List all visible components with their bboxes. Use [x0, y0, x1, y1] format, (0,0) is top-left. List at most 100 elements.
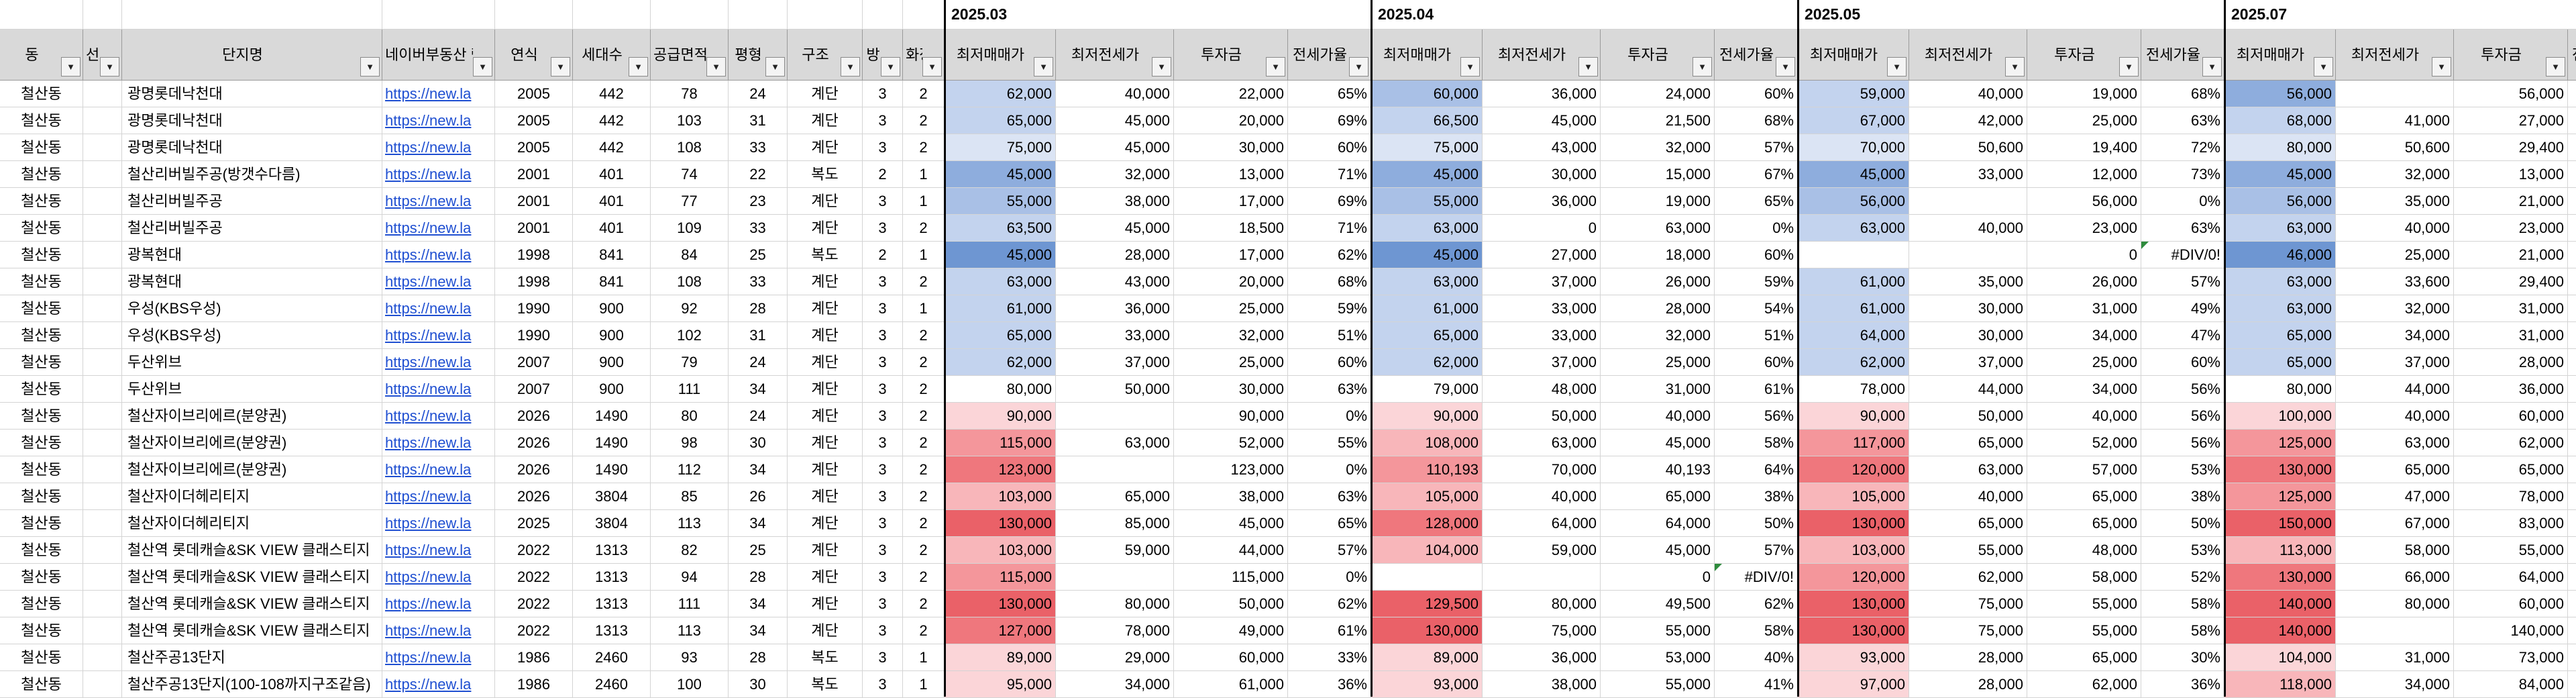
filter-dropdown-icon[interactable]: ▼ [2119, 57, 2139, 77]
cell-dong: 철산동 [0, 456, 83, 483]
filter-dropdown-icon[interactable]: ▼ [881, 57, 900, 77]
cell-jeonse-ratio: 38% [1715, 483, 1798, 510]
cell-naver-link[interactable]: https://new.la [382, 107, 495, 134]
cell-min-jeonse-price: 78,000 [1056, 617, 1174, 644]
filter-dropdown-icon[interactable]: ▼ [629, 57, 648, 77]
cell-structure: 계단 [788, 591, 863, 617]
filter-dropdown-icon[interactable]: ▼ [2314, 57, 2333, 77]
cell-naver-link[interactable]: https://new.la [382, 242, 495, 268]
cell-jeonse-ratio: 41% [1715, 671, 1798, 698]
filter-dropdown-icon[interactable]: ▼ [765, 57, 785, 77]
cell-naver-link[interactable]: https://new.la [382, 376, 495, 403]
cell-naver-link[interactable]: https://new.la [382, 268, 495, 295]
cell-naver-link[interactable]: https://new.la [382, 188, 495, 215]
filter-dropdown-icon[interactable]: ▼ [360, 57, 380, 77]
cell-pyeong: 28 [729, 564, 788, 591]
filter-dropdown-icon[interactable]: ▼ [100, 57, 119, 77]
cell-dong: 철산동 [0, 215, 83, 242]
cell-pyeong: 30 [729, 671, 788, 698]
cell-min-jeonse-price: 75,000 [1909, 617, 2027, 644]
filter-dropdown-icon[interactable]: ▼ [841, 57, 860, 77]
cell-naver-link[interactable]: https://new.la [382, 161, 495, 188]
cell-naver-link[interactable]: https://new.la [382, 617, 495, 644]
cell-bathrooms: 1 [903, 242, 945, 268]
filter-dropdown-icon[interactable]: ▼ [922, 57, 942, 77]
cell-pyeong: 34 [729, 510, 788, 537]
filter-dropdown-icon[interactable]: ▼ [61, 57, 80, 77]
cell-bathrooms: 1 [903, 671, 945, 698]
cell-year-built: 2022 [495, 537, 573, 564]
filter-dropdown-icon[interactable]: ▼ [473, 57, 492, 77]
cell-naver-link[interactable]: https://new.la [382, 295, 495, 322]
cell-min-jeonse-price [2336, 81, 2454, 107]
cell-investment: 17,000 [1174, 188, 1288, 215]
cell-min-sale-price: 61,000 [945, 295, 1056, 322]
cell-naver-link[interactable]: https://new.la [382, 430, 495, 456]
cell-naver-link[interactable]: https://new.la [382, 215, 495, 242]
cell-bathrooms: 2 [903, 564, 945, 591]
filter-dropdown-icon[interactable]: ▼ [1152, 57, 1171, 77]
cell-naver-link[interactable]: https://new.la [382, 644, 495, 671]
cell-naver-link[interactable]: https://new.la [382, 537, 495, 564]
cell-investment: 21,500 [1601, 107, 1715, 134]
cell-min-sale-price: 63,000 [1371, 268, 1483, 295]
cell-min-sale-price: 130,000 [1798, 510, 1909, 537]
cell-jeonse-ratio: 38% [2141, 483, 2224, 510]
cell-naver-link[interactable]: https://new.la [382, 510, 495, 537]
cell-min-jeonse-price: 40,000 [1483, 483, 1601, 510]
cell-supply-area: 82 [651, 537, 729, 564]
cell-naver-link[interactable]: https://new.la [382, 322, 495, 349]
cell-min-jeonse-price: 33,000 [1056, 322, 1174, 349]
filter-dropdown-icon[interactable]: ▼ [551, 57, 570, 77]
cell-naver-link[interactable]: https://new.la [382, 591, 495, 617]
cell-rooms: 3 [863, 537, 903, 564]
cell-min-jeonse-price: 48,000 [1483, 376, 1601, 403]
cell-rooms: 3 [863, 430, 903, 456]
cell-jeonse-ratio: 56% [2141, 376, 2224, 403]
cell-naver-link[interactable]: https://new.la [382, 81, 495, 107]
header-jeonse-ratio: 전세가율▼ [1288, 30, 1371, 81]
cell-naver-link[interactable]: https://new.la [382, 456, 495, 483]
cell-min-sale-price: 150,000 [2224, 510, 2336, 537]
filter-dropdown-icon[interactable]: ▼ [1349, 57, 1368, 77]
filter-dropdown-icon[interactable]: ▼ [1034, 57, 1053, 77]
cell-min-sale-price [1371, 564, 1483, 591]
cell-naver-link[interactable]: https://new.la [382, 671, 495, 698]
cell-bathrooms: 2 [903, 403, 945, 430]
header-label: 최저매매가 [956, 47, 1025, 62]
cell-jeonse-ratio: 0% [1288, 456, 1371, 483]
filter-dropdown-icon[interactable]: ▼ [1693, 57, 1712, 77]
cell-naver-link[interactable]: https://new.la [382, 134, 495, 161]
filter-dropdown-icon[interactable]: ▼ [1460, 57, 1480, 77]
filter-dropdown-icon[interactable]: ▼ [2005, 57, 2025, 77]
cell-households: 1313 [573, 564, 651, 591]
cell-naver-link[interactable]: https://new.la [382, 349, 495, 376]
cell-jeonse-ratio: 62% [1715, 591, 1798, 617]
cell-preferred [83, 537, 122, 564]
cell-dong: 철산동 [0, 483, 83, 510]
cell-naver-link[interactable]: https://new.la [382, 403, 495, 430]
header-label: 전세가율 [1293, 47, 1347, 62]
cell-investment: 19,400 [2027, 134, 2141, 161]
filter-dropdown-icon[interactable]: ▼ [1776, 57, 1795, 77]
filter-dropdown-icon[interactable]: ▼ [2432, 57, 2451, 77]
filter-dropdown-icon[interactable]: ▼ [1266, 57, 1285, 77]
cell-min-jeonse-price: 65,000 [1909, 510, 2027, 537]
cell-structure: 복도 [788, 644, 863, 671]
filter-dropdown-icon[interactable]: ▼ [706, 57, 726, 77]
header-label: 단지명 [222, 47, 263, 62]
cell-min-jeonse-price: 66,000 [2336, 564, 2454, 591]
filter-dropdown-icon[interactable]: ▼ [2202, 57, 2222, 77]
cell-supply-area: 108 [651, 134, 729, 161]
filter-dropdown-icon[interactable]: ▼ [2546, 57, 2565, 77]
cell-investment: 32,000 [1174, 322, 1288, 349]
cell-naver-link[interactable]: https://new.la [382, 564, 495, 591]
filter-dropdown-icon[interactable]: ▼ [1578, 57, 1598, 77]
cell-rooms: 3 [863, 107, 903, 134]
cell-naver-link[interactable]: https://new.la [382, 483, 495, 510]
cell-dong: 철산동 [0, 107, 83, 134]
filter-dropdown-icon[interactable]: ▼ [1887, 57, 1907, 77]
cell-bathrooms: 2 [903, 483, 945, 510]
cell-min-sale-price: 68,000 [2224, 107, 2336, 134]
cell-min-jeonse-price: 32,000 [2336, 161, 2454, 188]
